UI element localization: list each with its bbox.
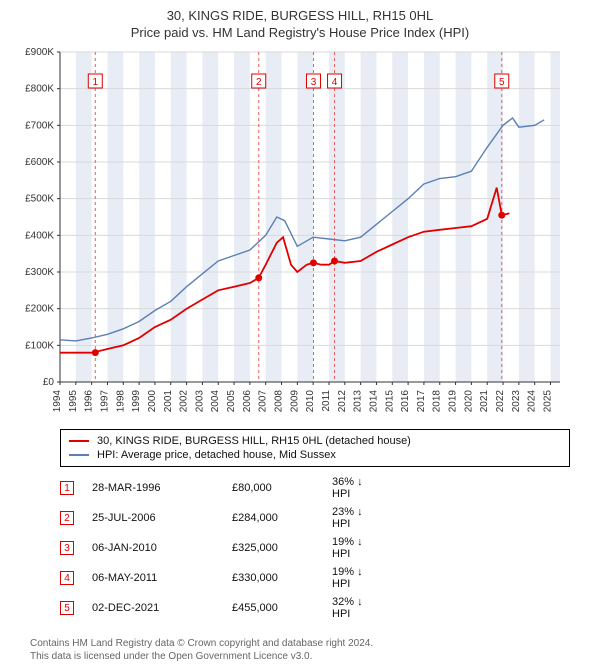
svg-text:2023: 2023 <box>511 390 522 413</box>
footer-line1: Contains HM Land Registry data © Crown c… <box>30 637 570 650</box>
svg-text:2001: 2001 <box>163 390 174 413</box>
svg-text:2017: 2017 <box>416 390 427 413</box>
svg-text:2: 2 <box>256 77 262 88</box>
transaction-price: £80,000 <box>232 482 332 494</box>
transaction-row: 4 06-MAY-2011£330,00019% ↓ HPI <box>60 563 570 593</box>
svg-text:2012: 2012 <box>337 390 348 413</box>
legend-label: 30, KINGS RIDE, BURGESS HILL, RH15 0HL (… <box>97 435 411 447</box>
footer: Contains HM Land Registry data © Crown c… <box>30 637 570 663</box>
svg-text:£900K: £900K <box>25 47 54 58</box>
transaction-gap: 19% ↓ HPI <box>332 536 382 560</box>
svg-text:5: 5 <box>499 77 505 88</box>
chart: £0 £100K £200K £300K £400K £500K £600K £700K £80… <box>10 46 590 421</box>
svg-text:2010: 2010 <box>305 390 316 413</box>
title-main: 30, KINGS RIDE, BURGESS HILL, RH15 0HL <box>10 8 590 23</box>
transaction-gap: 36% ↓ HPI <box>332 476 382 500</box>
svg-text:2003: 2003 <box>194 390 205 413</box>
transaction-date: 28-MAR-1996 <box>92 482 232 494</box>
svg-text:£600K: £600K <box>25 157 54 168</box>
svg-text:2007: 2007 <box>258 390 269 413</box>
svg-text:2024: 2024 <box>527 390 538 413</box>
svg-text:£700K: £700K <box>25 120 54 131</box>
footer-line2: This data is licensed under the Open Gov… <box>30 650 570 663</box>
svg-text:2022: 2022 <box>495 390 506 413</box>
transaction-marker: 3 <box>60 541 74 555</box>
chart-container: 30, KINGS RIDE, BURGESS HILL, RH15 0HL P… <box>0 0 600 669</box>
transaction-price: £284,000 <box>232 512 332 524</box>
legend-swatch <box>69 454 89 456</box>
svg-text:£200K: £200K <box>25 304 54 315</box>
transaction-date: 25-JUL-2006 <box>92 512 232 524</box>
transaction-gap: 19% ↓ HPI <box>332 566 382 590</box>
svg-text:1997: 1997 <box>99 390 110 413</box>
svg-text:2011: 2011 <box>321 390 332 412</box>
svg-text:1: 1 <box>93 77 99 88</box>
svg-text:£400K: £400K <box>25 230 54 241</box>
svg-text:2008: 2008 <box>274 390 285 413</box>
svg-text:£300K: £300K <box>25 267 54 278</box>
title-block: 30, KINGS RIDE, BURGESS HILL, RH15 0HL P… <box>10 8 590 40</box>
svg-text:2013: 2013 <box>353 390 364 413</box>
svg-text:2000: 2000 <box>147 390 158 413</box>
svg-text:1995: 1995 <box>68 390 79 413</box>
svg-text:1998: 1998 <box>115 390 126 413</box>
svg-text:2004: 2004 <box>210 390 221 413</box>
svg-text:4: 4 <box>332 77 338 88</box>
transaction-date: 06-JAN-2010 <box>92 542 232 554</box>
svg-text:2015: 2015 <box>384 390 395 413</box>
chart-svg: £0 £100K £200K £300K £400K £500K £600K £700K £80… <box>10 46 570 416</box>
transaction-row: 2 25-JUL-2006£284,00023% ↓ HPI <box>60 503 570 533</box>
transaction-date: 02-DEC-2021 <box>92 602 232 614</box>
transaction-marker: 5 <box>60 601 74 615</box>
svg-text:2018: 2018 <box>432 390 443 413</box>
svg-text:2025: 2025 <box>543 390 554 413</box>
svg-text:2014: 2014 <box>368 390 379 413</box>
svg-text:1994: 1994 <box>52 390 63 413</box>
legend-label: HPI: Average price, detached house, Mid … <box>97 449 336 461</box>
legend-item: HPI: Average price, detached house, Mid … <box>69 448 561 462</box>
title-sub: Price paid vs. HM Land Registry's House … <box>10 25 590 40</box>
legend-swatch <box>69 440 89 442</box>
transaction-date: 06-MAY-2011 <box>92 572 232 584</box>
svg-text:£100K: £100K <box>25 340 54 351</box>
transaction-marker: 2 <box>60 511 74 525</box>
svg-text:£800K: £800K <box>25 84 54 95</box>
svg-text:2016: 2016 <box>400 390 411 413</box>
transaction-row: 3 06-JAN-2010£325,00019% ↓ HPI <box>60 533 570 563</box>
transaction-price: £325,000 <box>232 542 332 554</box>
svg-text:2006: 2006 <box>242 390 253 413</box>
svg-text:2021: 2021 <box>479 390 490 413</box>
legend-item: 30, KINGS RIDE, BURGESS HILL, RH15 0HL (… <box>69 434 561 448</box>
svg-text:£0: £0 <box>43 377 55 388</box>
svg-text:2019: 2019 <box>448 390 459 413</box>
svg-text:£500K: £500K <box>25 194 54 205</box>
svg-text:2002: 2002 <box>179 390 190 413</box>
transaction-marker: 1 <box>60 481 74 495</box>
transaction-price: £330,000 <box>232 572 332 584</box>
svg-text:2005: 2005 <box>226 390 237 413</box>
svg-text:2020: 2020 <box>463 390 474 413</box>
transaction-marker: 4 <box>60 571 74 585</box>
transactions-table: 1 28-MAR-1996£80,00036% ↓ HPI 2 25-JUL-2006… <box>60 473 570 623</box>
transaction-row: 1 28-MAR-1996£80,00036% ↓ HPI <box>60 473 570 503</box>
svg-text:1996: 1996 <box>84 390 95 413</box>
transaction-gap: 32% ↓ HPI <box>332 596 382 620</box>
transaction-gap: 23% ↓ HPI <box>332 506 382 530</box>
svg-text:1999: 1999 <box>131 390 142 413</box>
svg-text:3: 3 <box>311 77 317 88</box>
transaction-price: £455,000 <box>232 602 332 614</box>
svg-text:2009: 2009 <box>289 390 300 413</box>
legend: 30, KINGS RIDE, BURGESS HILL, RH15 0HL (… <box>60 429 570 467</box>
transaction-row: 5 02-DEC-2021£455,00032% ↓ HPI <box>60 593 570 623</box>
